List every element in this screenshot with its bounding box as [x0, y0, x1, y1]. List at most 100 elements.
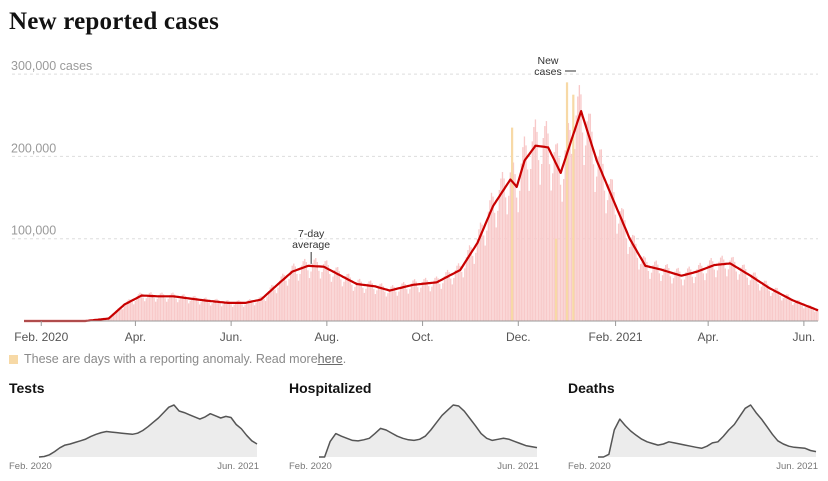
daily-bar [756, 276, 758, 321]
daily-bar [404, 283, 406, 321]
daily-bar [330, 281, 333, 321]
daily-bar [192, 296, 195, 321]
daily-bar [272, 285, 275, 321]
daily-bar [423, 279, 425, 321]
daily-bar [170, 293, 173, 321]
daily-bar [343, 281, 345, 321]
x-tick-label: Dec. [506, 330, 531, 344]
daily-bar [293, 263, 295, 321]
daily-bar [595, 176, 598, 321]
daily-bar [264, 300, 267, 321]
daily-bar [515, 197, 518, 321]
daily-bar [669, 276, 672, 321]
daily-bar [164, 298, 166, 321]
daily-bar [413, 279, 416, 321]
daily-bar [319, 278, 322, 321]
daily-bar [238, 300, 240, 321]
daily-bar [283, 275, 286, 321]
daily-bar [685, 272, 687, 321]
daily-bar [180, 296, 182, 321]
daily-bar [313, 259, 315, 321]
daily-bar [724, 268, 726, 321]
daily-bar [643, 256, 645, 321]
daily-bar [429, 291, 431, 321]
small-chart-start-label: Feb. 2020 [9, 461, 52, 472]
daily-bar [613, 192, 615, 321]
daily-bar [390, 286, 392, 321]
daily-bar [374, 294, 377, 321]
daily-bar [289, 270, 292, 321]
daily-bar [442, 283, 444, 321]
daily-bar [407, 293, 409, 321]
daily-bar [735, 271, 737, 321]
daily-bar [387, 293, 389, 321]
daily-bar [439, 283, 441, 321]
daily-bar [486, 230, 488, 321]
daily-bar [508, 195, 510, 321]
daily-bar [420, 287, 422, 321]
daily-bar [751, 274, 753, 321]
daily-bar [139, 292, 141, 321]
daily-bar [406, 289, 408, 321]
daily-bar [285, 280, 287, 321]
daily-bar [809, 305, 811, 321]
daily-bar [781, 300, 783, 321]
daily-bar [531, 141, 533, 321]
small-chart-title: Tests [9, 380, 45, 396]
daily-bar [426, 280, 428, 321]
daily-bar [450, 278, 452, 321]
daily-bar [377, 285, 380, 321]
daily-bar [391, 285, 394, 321]
daily-bar [129, 299, 132, 321]
daily-bar [757, 284, 759, 321]
anomaly-note-period: . [342, 352, 347, 366]
daily-bar [263, 298, 265, 321]
daily-bar [495, 227, 497, 321]
daily-bar [752, 272, 755, 321]
daily-bar [803, 308, 805, 321]
daily-bar [697, 265, 700, 321]
average-line [24, 110, 819, 323]
daily-bar [526, 169, 529, 321]
daily-bar [705, 273, 708, 321]
daily-bar [622, 209, 624, 321]
daily-bar [382, 286, 384, 321]
daily-bar [545, 121, 548, 321]
daily-bar [147, 294, 149, 321]
daily-bar [415, 281, 417, 321]
daily-bar [807, 304, 810, 321]
daily-bar [324, 261, 326, 321]
daily-bar [155, 301, 157, 321]
daily-bar [280, 276, 282, 321]
daily-bar [151, 294, 154, 321]
daily-bar [307, 270, 309, 321]
daily-bar [338, 271, 340, 321]
daily-bar [762, 282, 764, 321]
daily-bar [396, 295, 399, 321]
daily-bar [216, 298, 218, 321]
small-chart-end-label: Jun. 2021 [217, 461, 259, 472]
daily-bar [327, 265, 329, 321]
daily-bar [211, 303, 213, 321]
daily-bar [768, 290, 770, 321]
daily-bar [250, 300, 253, 321]
daily-bar [730, 257, 733, 321]
daily-bar [448, 272, 450, 321]
y-tick-label: 300,000 cases [11, 59, 92, 73]
daily-bar [688, 266, 690, 321]
daily-bar [335, 267, 337, 321]
read-more-link[interactable]: here [317, 352, 343, 366]
daily-bar [326, 260, 328, 321]
daily-bar [261, 296, 264, 321]
daily-bar [242, 306, 245, 321]
daily-bar [591, 131, 593, 321]
daily-bar [107, 318, 110, 321]
daily-bar [355, 282, 358, 321]
small-chart-end-label: Jun. 2021 [497, 461, 539, 472]
daily-bar [368, 281, 370, 321]
small-chart-title: Deaths [568, 380, 615, 396]
daily-bar [691, 276, 694, 321]
daily-bar [765, 280, 767, 321]
daily-bar [738, 274, 741, 321]
daily-bar [398, 291, 400, 321]
